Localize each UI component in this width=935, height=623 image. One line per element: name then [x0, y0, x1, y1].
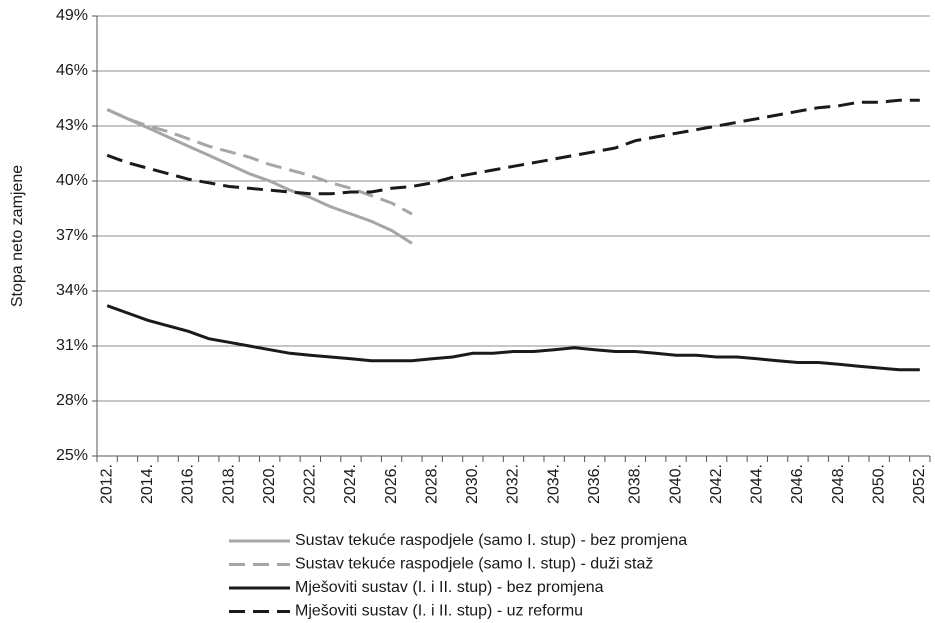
- y-tick-label: 25%: [56, 447, 88, 464]
- series-line: [106, 108, 413, 245]
- x-tick-label: 2032.: [505, 464, 522, 504]
- x-tick-label: 2020.: [261, 464, 278, 504]
- x-tick-label: 2050.: [870, 464, 887, 504]
- x-tick-label: 2034.: [545, 464, 562, 504]
- series-line: [106, 98, 920, 196]
- series-line: [106, 304, 920, 372]
- legend-label: Mješoviti sustav (I. i II. stup) - bez p…: [295, 579, 604, 596]
- x-tick-label: 2030.: [464, 464, 481, 504]
- y-tick-label: 31%: [56, 337, 88, 354]
- y-tick-label: 37%: [56, 227, 88, 244]
- x-tick-label: 2036.: [586, 464, 603, 504]
- legend-label: Mješoviti sustav (I. i II. stup) - uz re…: [295, 603, 583, 620]
- x-tick-label: 2040.: [667, 464, 684, 504]
- x-tick-label: 2044.: [749, 464, 766, 504]
- y-tick-label: 49%: [56, 7, 88, 24]
- legend-label: Sustav tekuće raspodjele (samo I. stup) …: [295, 556, 653, 573]
- y-tick-label: 43%: [56, 117, 88, 134]
- x-tick-label: 2018.: [220, 464, 237, 504]
- x-tick-label: 2022.: [302, 464, 319, 504]
- x-tick-label: 2016.: [180, 464, 197, 504]
- y-axis-label: Stopa neto zamjene: [9, 165, 26, 307]
- x-tick-label: 2042.: [708, 464, 725, 504]
- series-line: [106, 108, 413, 216]
- x-tick-label: 2048.: [830, 464, 847, 504]
- x-tick-label: 2038.: [627, 464, 644, 504]
- x-tick-label: 2052.: [911, 464, 928, 504]
- y-tick-label: 40%: [56, 172, 88, 189]
- x-tick-label: 2012.: [98, 464, 115, 504]
- x-tick-label: 2028.: [423, 464, 440, 504]
- x-tick-label: 2024.: [342, 464, 359, 504]
- y-tick-label: 34%: [56, 282, 88, 299]
- x-tick-label: 2046.: [789, 464, 806, 504]
- legend-label: Sustav tekuće raspodjele (samo I. stup) …: [295, 532, 687, 549]
- x-tick-label: 2014.: [139, 464, 156, 504]
- y-tick-label: 46%: [56, 62, 88, 79]
- y-tick-label: 28%: [56, 392, 88, 409]
- x-tick-label: 2026.: [383, 464, 400, 504]
